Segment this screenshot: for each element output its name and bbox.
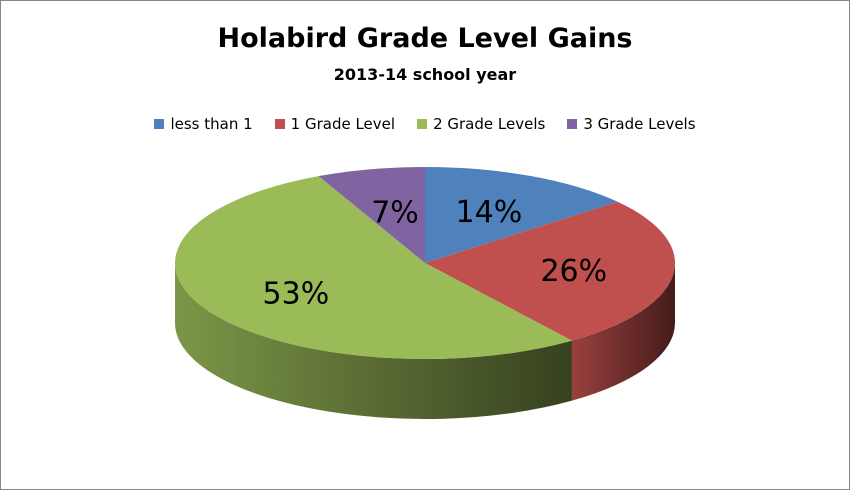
legend-swatch-3-grade-levels bbox=[567, 119, 578, 129]
pie-side-2-grade-levels bbox=[175, 263, 572, 419]
data-label-3-grade-levels: 7% bbox=[371, 195, 419, 230]
data-label-1-grade-level: 26% bbox=[540, 254, 607, 289]
legend-swatch-1-grade-level bbox=[274, 119, 285, 129]
legend-swatch-less-than-1 bbox=[154, 119, 165, 129]
pie-slice-less-than-1 bbox=[425, 167, 618, 263]
pie-labels: 14% 26% 53% 7% bbox=[263, 195, 608, 311]
legend-item-3-grade-levels: 3 Grade Levels bbox=[567, 115, 696, 133]
legend-swatch-2-grade-levels bbox=[417, 119, 428, 129]
data-label-less-than-1: 14% bbox=[456, 195, 523, 230]
legend-item-1-grade-level: 1 Grade Level bbox=[274, 115, 396, 133]
legend: less than 1 1 Grade Level 2 Grade Levels… bbox=[1, 115, 849, 133]
data-label-2-grade-levels: 53% bbox=[263, 276, 330, 311]
chart-subtitle: 2013-14 school year bbox=[333, 65, 517, 84]
legend-label-1-grade-level: 1 Grade Level bbox=[290, 115, 396, 133]
legend-label-2-grade-levels: 2 Grade Levels bbox=[433, 115, 546, 133]
pie-sides bbox=[175, 263, 675, 419]
pie-slice-2-grade-levels bbox=[175, 176, 572, 359]
legend-item-2-grade-levels: 2 Grade Levels bbox=[417, 115, 545, 133]
chart-title: Holabird Grade Level Gains bbox=[217, 23, 633, 54]
legend-item-less-than-1: less than 1 bbox=[154, 115, 253, 133]
pie-slice-1-grade-level bbox=[425, 201, 675, 341]
pie-side-1-grade-level bbox=[571, 263, 675, 401]
legend-label-3-grade-levels: 3 Grade Levels bbox=[583, 115, 696, 133]
pie-tops bbox=[175, 167, 675, 359]
legend-label-less-than-1: less than 1 bbox=[170, 115, 253, 133]
pie-slice-3-grade-levels bbox=[318, 167, 425, 263]
